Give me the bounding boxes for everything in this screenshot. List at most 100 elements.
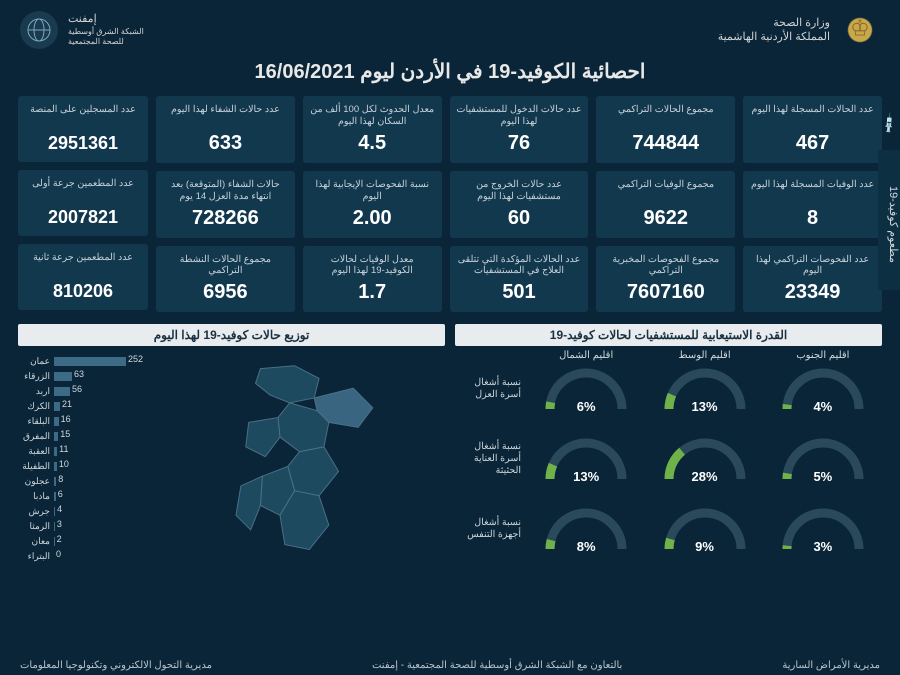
stat-label: مجموع الوفيات التراكمي	[602, 179, 729, 191]
bar-value: 16	[61, 414, 81, 424]
stat-value: 8	[749, 207, 876, 230]
stat-value: 2.00	[309, 207, 436, 230]
bar-name: معان	[18, 536, 54, 547]
capacity-gauge: 3%	[778, 504, 868, 554]
bar-value: 0	[56, 549, 76, 559]
stat-value: 744844	[602, 132, 729, 155]
stat-value: 23349	[749, 281, 876, 304]
bar-value: 3	[57, 519, 77, 529]
distribution-title: توزيع حالات كوفيد-19 لهذا اليوم	[18, 324, 445, 346]
stat-label: عدد الحالات المؤكدة التي تتلقى العلاج في…	[456, 254, 583, 278]
bar-row: الرمثا 3	[18, 519, 148, 534]
jordan-map	[154, 354, 445, 574]
stat-card: حالات الشفاء (المتوقعة) بعد انتهاء مدة ا…	[156, 171, 295, 238]
footer-center: بالتعاون مع الشبكة الشرق أوسطية للصحة ال…	[372, 660, 622, 671]
stat-label: معدل الوفيات لحالات الكوفيد-19 لهذا اليو…	[309, 254, 436, 278]
capacity-row-label: نسبة أشغال أسرة العناية الحثيثة	[455, 441, 527, 477]
stat-label: حالات الشفاء (المتوقعة) بعد انتهاء مدة ا…	[162, 179, 289, 203]
gauge-percent: 9%	[660, 539, 750, 554]
bar-name: اربد	[18, 386, 54, 397]
stat-value: 6956	[162, 281, 289, 304]
stat-label: عدد الوفيات المسجلة لهذا اليوم	[749, 179, 876, 191]
footer-right: مديرية الأمراض السارية	[782, 660, 880, 671]
stat-label: عدد الفحوصات التراكمي لهذا اليوم	[749, 254, 876, 278]
emphnet-line3: للصحة المجتمعية	[68, 37, 144, 47]
bar-name: جرش	[18, 506, 54, 517]
bar-value: 56	[72, 384, 92, 394]
gauge-percent: 28%	[660, 469, 750, 484]
emphnet-block: إمفنت الشبكة الشرق أوسطية للصحة المجتمعي…	[20, 11, 144, 49]
vaccine-label: عدد المسجلين على المنصة	[24, 104, 142, 116]
stat-label: مجموع الحالات التراكمي	[602, 104, 729, 116]
footer-left: مديرية التحول الالكتروني وتكنولوجيا المع…	[20, 660, 212, 671]
bar-name: العقبة	[18, 446, 54, 457]
bar-value: 63	[74, 369, 94, 379]
region-label: اقليم الشمال	[541, 350, 631, 361]
region-label: اقليم الجنوب	[778, 350, 868, 361]
capacity-gauge: 9%	[660, 504, 750, 554]
capacity-gauge: اقليم الشمال 6%	[541, 364, 631, 414]
stat-value: 7607160	[602, 281, 729, 304]
vaccine-value: 810206	[24, 281, 142, 302]
stat-card: مجموع الفحوصات المخبرية التراكمي 7607160	[596, 246, 735, 313]
bar-value: 11	[59, 444, 79, 454]
bar-row: عمان 252	[18, 354, 148, 369]
stat-card: عدد الحالات المسجلة لهذا اليوم 467	[743, 96, 882, 163]
stat-card: نسبة الفحوصات الإيجابية لهذا اليوم 2.00	[303, 171, 442, 238]
stats-grid: عدد الحالات المسجلة لهذا اليوم 467 مجموع ا…	[156, 96, 882, 312]
bar-name: الطفيلة	[18, 461, 54, 472]
bar-value: 15	[60, 429, 80, 439]
bar-name: عمان	[18, 356, 54, 367]
bar-value: 4	[57, 504, 77, 514]
bar-value: 21	[62, 399, 82, 409]
stat-label: نسبة الفحوصات الإيجابية لهذا اليوم	[309, 179, 436, 203]
vaccine-label: عدد المطعمين جرعة أولى	[24, 178, 142, 190]
bar-row: المفرق 15	[18, 429, 148, 444]
emphnet-line1: إمفنت	[68, 12, 144, 26]
stat-label: مجموع الفحوصات المخبرية التراكمي	[602, 254, 729, 278]
ministry-line1: وزارة الصحة	[718, 16, 830, 30]
stat-label: عدد حالات الخروج من مستشفيات لهذا اليوم	[456, 179, 583, 203]
bar-row: الطفيلة 10	[18, 459, 148, 474]
stat-card: مجموع الحالات التراكمي 744844	[596, 96, 735, 163]
capacity-gauge: 13%	[541, 434, 631, 484]
gauge-percent: 6%	[541, 399, 631, 414]
vaccine-card: عدد المطعمين جرعة أولى2007821	[18, 170, 148, 236]
stat-card: عدد حالات الشفاء لهذا اليوم633	[156, 96, 295, 163]
bar-row: البلقاء 16	[18, 414, 148, 429]
bar-value: 6	[58, 489, 78, 499]
stat-value: 467	[749, 132, 876, 155]
bar-row: عجلون 8	[18, 474, 148, 489]
gauge-percent: 13%	[541, 469, 631, 484]
ministry-line2: المملكة الأردنية الهاشمية	[718, 30, 830, 44]
capacity-gauge: 8%	[541, 504, 631, 554]
stat-value: 728266	[162, 207, 289, 230]
vaccine-card: عدد المطعمين جرعة ثانية810206	[18, 244, 148, 310]
capacity-row-label: نسبة أشغال أسرة العزل	[455, 377, 527, 401]
footer: مديرية الأمراض السارية بالتعاون مع الشبك…	[0, 660, 900, 671]
vaccine-column: عدد المسجلين على المنصة2951361 عدد المطعم…	[18, 96, 148, 312]
capacity-row-label: نسبة أشغال أجهزة التنفس	[455, 517, 527, 541]
stat-value: 9622	[602, 207, 729, 230]
bar-row: معان 2	[18, 534, 148, 549]
bar-row: العقبة 11	[18, 444, 148, 459]
stat-card: عدد الوفيات المسجلة لهذا اليوم 8	[743, 171, 882, 238]
stat-label: عدد حالات الشفاء لهذا اليوم	[162, 104, 289, 116]
bar-row: الزرقاء 63	[18, 369, 148, 384]
bar-value: 10	[59, 459, 79, 469]
bar-name: البلقاء	[18, 416, 54, 427]
stat-card: عدد الفحوصات التراكمي لهذا اليوم 23349	[743, 246, 882, 313]
bar-name: الرمثا	[18, 521, 54, 532]
vaccine-card: عدد المسجلين على المنصة2951361	[18, 96, 148, 162]
capacity-gauge: 5%	[778, 434, 868, 484]
stat-card: معدل الحدوث لكل 100 ألف من السكان لهذا ا…	[303, 96, 442, 163]
stat-label: معدل الحدوث لكل 100 ألف من السكان لهذا ا…	[309, 104, 436, 128]
gauge-percent: 3%	[778, 539, 868, 554]
vaccine-tab: مطعوم كوفيد-19	[878, 150, 900, 290]
bar-value: 8	[58, 474, 78, 484]
stat-label: عدد الحالات المسجلة لهذا اليوم	[749, 104, 876, 116]
bar-name: عجلون	[18, 476, 54, 487]
stat-card: عدد حالات الخروج من مستشفيات لهذا اليوم6…	[450, 171, 589, 238]
bar-row: جرش 4	[18, 504, 148, 519]
stat-value: 1.7	[309, 281, 436, 304]
